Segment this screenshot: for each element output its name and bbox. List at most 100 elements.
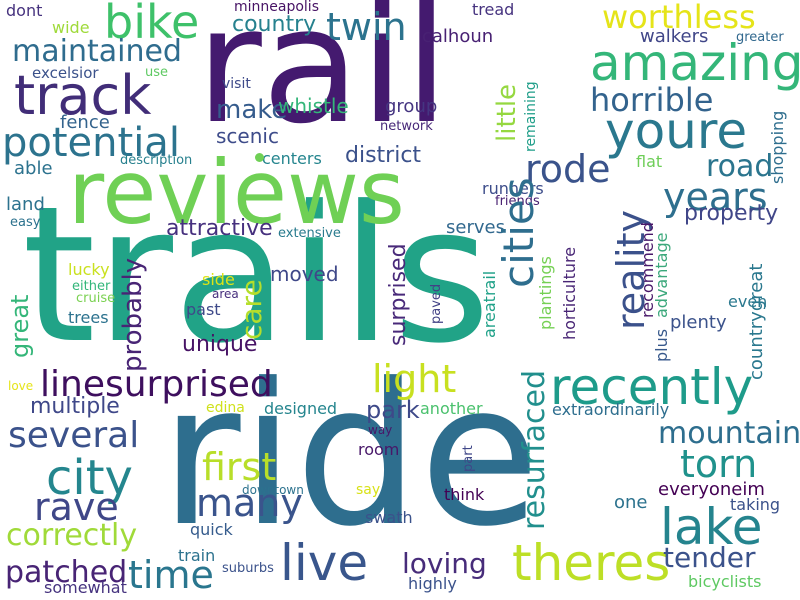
- word-extraordinarily: extraordinarily: [552, 400, 670, 419]
- word-think: think: [444, 485, 485, 504]
- word-care: care: [235, 279, 268, 340]
- word-land: land: [6, 194, 45, 215]
- word-trees: trees: [68, 308, 109, 327]
- word-linesurprised: linesurprised: [40, 364, 273, 405]
- word-easy: easy: [10, 215, 41, 230]
- word-time: time: [128, 553, 214, 597]
- word-unique: unique: [182, 332, 258, 357]
- word-centers: centers: [262, 149, 322, 168]
- word-description: description: [120, 153, 193, 168]
- word-excelsior: excelsior: [32, 64, 99, 82]
- word-theres: theres: [512, 534, 671, 592]
- word-either: either: [72, 279, 111, 294]
- word-cruise: cruise: [76, 291, 116, 306]
- word-greater: greater: [736, 30, 784, 45]
- word-multiple: multiple: [30, 394, 120, 419]
- word-one: one: [614, 492, 648, 513]
- word-make: make: [216, 95, 288, 125]
- word-use: use: [145, 65, 169, 80]
- word-advantage: advantage: [652, 232, 671, 318]
- word-shopping: shopping: [768, 110, 787, 184]
- word-cities: cities: [494, 177, 543, 288]
- word-great: great: [6, 294, 34, 358]
- word-mountain: mountain: [658, 416, 800, 451]
- word-countrygreat: countrygreat: [746, 263, 767, 380]
- word-trails: trails: [22, 166, 491, 385]
- word-park: park: [366, 396, 420, 424]
- word-rave: rave: [34, 485, 119, 529]
- word-city: city: [46, 450, 133, 506]
- word-paved: paved: [429, 283, 444, 324]
- word-maintained: maintained: [12, 34, 182, 69]
- word-runners: runners: [482, 179, 544, 198]
- word-lucky: lucky: [68, 260, 110, 279]
- word-torn: torn: [680, 442, 758, 486]
- word-many: many: [196, 481, 303, 525]
- word-resurfaced: resurfaced: [517, 369, 552, 530]
- word-say: say: [356, 482, 381, 498]
- word-tread: tread: [472, 0, 515, 19]
- word-first: first: [202, 445, 277, 489]
- word-country: country: [232, 12, 317, 37]
- word-plus: plus: [652, 328, 671, 362]
- word-walkers: walkers: [640, 26, 709, 47]
- word-light: light: [372, 357, 457, 401]
- word-minneapolis: minneapolis: [234, 0, 319, 15]
- word-remaining: remaining: [523, 81, 539, 152]
- word-calhoun: calhoun: [422, 26, 494, 47]
- word-group: group: [385, 96, 438, 117]
- word-quick: quick: [190, 520, 233, 539]
- word-potential: potential: [2, 120, 180, 166]
- word-fence: fence: [60, 112, 110, 133]
- word-bike: bike: [104, 0, 200, 49]
- word-highly: highly: [408, 574, 457, 593]
- word-friends: friends: [495, 194, 540, 209]
- word-edina: edina: [206, 400, 245, 416]
- word-patched: patched: [5, 555, 128, 590]
- word-youre: youre: [605, 102, 748, 160]
- word-another: another: [420, 399, 483, 418]
- word-swath: swath: [365, 508, 413, 527]
- word-whistle: whistle: [278, 94, 349, 118]
- word-district: district: [345, 143, 422, 168]
- word-tender: tender: [663, 541, 756, 574]
- word-serves: serves: [446, 217, 505, 238]
- word-room: room: [358, 440, 400, 459]
- word-property: property: [684, 201, 779, 226]
- word-twin: twin: [326, 5, 407, 49]
- word-love: love: [8, 379, 34, 393]
- word-rode: rode: [525, 147, 611, 191]
- word-rail: rail: [196, 0, 449, 159]
- word-visit: visit: [222, 76, 251, 92]
- word-little: little: [492, 83, 522, 142]
- word-horticulture: horticulture: [560, 246, 579, 340]
- word-plenty: plenty: [670, 312, 727, 333]
- word-extensive: extensive: [278, 226, 341, 241]
- word-reviews: reviews: [68, 141, 405, 244]
- word-taking: taking: [730, 495, 781, 514]
- word-horrible: horrible: [590, 81, 714, 119]
- word-somewhat: somewhat: [44, 578, 127, 597]
- word-part: part: [461, 445, 476, 472]
- word-network: network: [380, 119, 433, 134]
- word-years: years: [663, 175, 768, 219]
- word-designed: designed: [264, 399, 338, 418]
- word-scenic: scenic: [216, 124, 279, 148]
- word-worthless: worthless: [602, 0, 756, 36]
- word-road: road: [706, 149, 774, 184]
- word-correctly: correctly: [6, 518, 138, 553]
- word-plantings: plantings: [536, 256, 555, 330]
- word-moved: moved: [270, 262, 339, 286]
- word-area: area: [212, 287, 239, 301]
- word-amazing: amazing: [590, 34, 800, 92]
- word-even: even: [728, 292, 768, 311]
- dot-decoration: [255, 153, 264, 162]
- word-dont: dont: [6, 1, 43, 20]
- word-downtown: downtown: [242, 483, 304, 497]
- word-past: past: [186, 300, 221, 319]
- word-probably: probably: [118, 257, 148, 372]
- word-track: track: [14, 64, 152, 127]
- word-several: several: [8, 415, 140, 456]
- word-way: way: [368, 423, 393, 437]
